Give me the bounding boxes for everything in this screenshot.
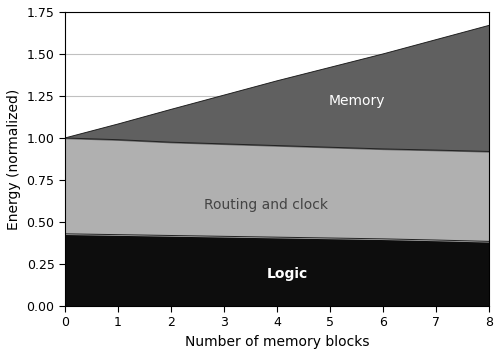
X-axis label: Number of memory blocks: Number of memory blocks [184,335,369,349]
Y-axis label: Energy (normalized): Energy (normalized) [7,88,21,230]
Text: Routing and clock: Routing and clock [204,198,328,212]
Text: Logic: Logic [267,267,308,281]
Text: Memory: Memory [328,94,385,108]
